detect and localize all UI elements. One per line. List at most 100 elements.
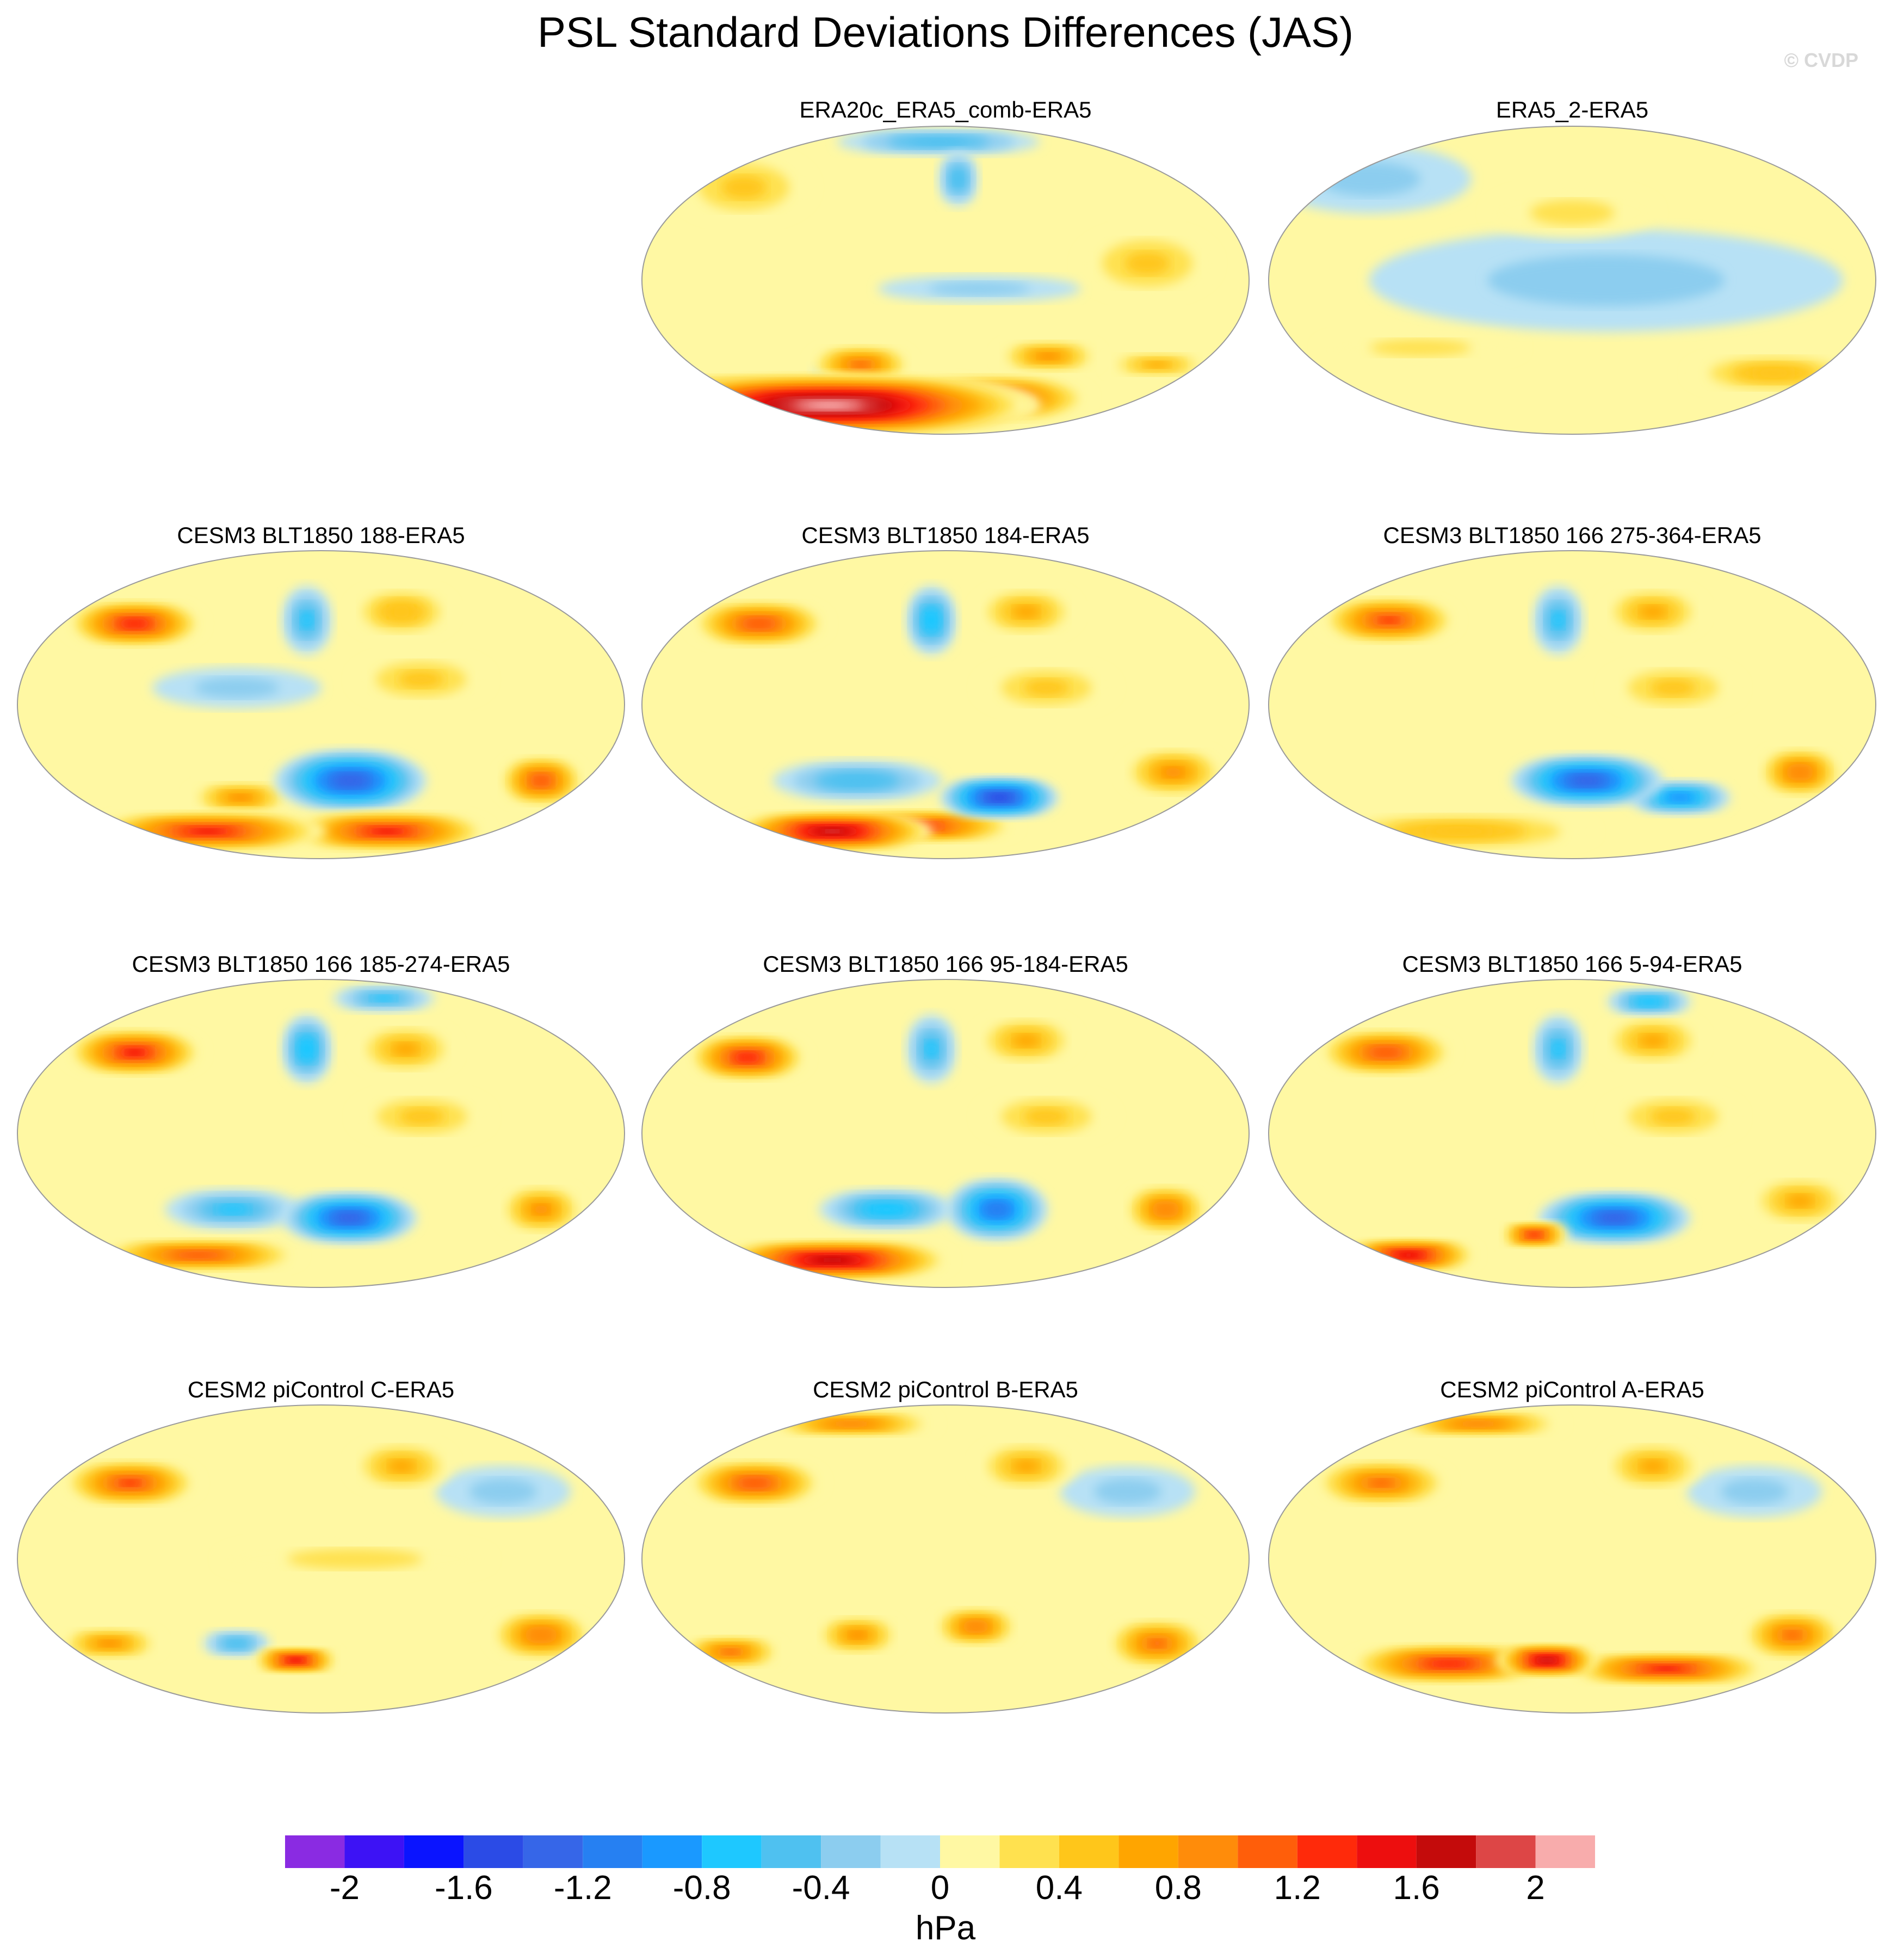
colorbar-tick-label: -1.2 <box>553 1869 612 1907</box>
anomaly-contour <box>1530 200 1615 226</box>
anomaly-contour <box>740 1054 755 1061</box>
map-panel <box>17 1404 625 1714</box>
anomaly-contour <box>1144 361 1170 368</box>
anomaly-contour <box>533 1630 550 1640</box>
anomaly-contour <box>1640 1459 1666 1473</box>
colorbar-box <box>1118 1835 1178 1868</box>
anomaly-contour <box>1369 339 1472 356</box>
anomaly-contour <box>227 1640 245 1647</box>
anomaly-contour <box>230 794 251 802</box>
colorbar-box <box>344 1835 404 1868</box>
panel-title: CESM3 BLT1850 166 185-274-ERA5 <box>132 951 510 977</box>
anomaly-contour <box>1752 368 1795 379</box>
anomaly-contour <box>398 670 444 688</box>
colorbar-tick-label: -1.6 <box>434 1869 493 1907</box>
anomaly-contour <box>535 776 547 785</box>
anomaly-contour <box>745 1480 764 1487</box>
anomaly-contour <box>1158 1205 1173 1214</box>
colorbar-tick-label: 0.4 <box>1035 1869 1083 1907</box>
anomaly-contour <box>533 1204 550 1215</box>
map-outline <box>641 979 1250 1288</box>
anomaly-contour <box>1425 826 1493 837</box>
anomaly-contour <box>341 1215 358 1222</box>
panel-title: CESM2 piControl A-ERA5 <box>1440 1377 1704 1402</box>
anomaly-contour <box>925 1040 938 1058</box>
colorbar-tick-label: 0.8 <box>1154 1869 1202 1907</box>
colorbar-box <box>1357 1835 1417 1868</box>
anomaly-contour <box>1024 679 1070 697</box>
anomaly-contour <box>1013 1459 1039 1473</box>
colorbar-box <box>1535 1835 1595 1868</box>
map-panel <box>1268 550 1876 859</box>
map-panel <box>641 550 1250 859</box>
anomaly-contour <box>1793 768 1807 777</box>
anomaly-contour <box>1552 612 1565 629</box>
anomaly-contour <box>1577 777 1597 784</box>
anomaly-contour <box>928 281 1030 296</box>
panel-title: CESM3 BLT1850 166 275-364-ERA5 <box>1383 522 1762 548</box>
anomaly-contour <box>301 1042 312 1056</box>
anomaly-contour <box>1487 254 1725 306</box>
map-panel <box>17 979 625 1288</box>
anomaly-contour <box>183 1252 213 1258</box>
colorbar-box <box>1178 1835 1238 1868</box>
anomaly-contour <box>126 620 143 627</box>
panel-title: ERA20c_ERA5_comb-ERA5 <box>799 97 1092 122</box>
colorbar-units-label: hPa <box>915 1909 976 1947</box>
panel-title: CESM3 BLT1850 166 5-94-ERA5 <box>1402 951 1742 977</box>
colorbar-box <box>702 1835 762 1868</box>
anomaly-contour <box>291 1659 301 1662</box>
anomaly-contour <box>393 1042 418 1056</box>
anomaly-contour <box>371 995 397 1002</box>
map-panel <box>1268 126 1876 435</box>
anomaly-contour <box>837 1421 866 1426</box>
panel-title: ERA5_2-ERA5 <box>1496 97 1649 122</box>
anomaly-contour <box>852 361 870 368</box>
map-outline <box>1268 550 1876 859</box>
anomaly-contour <box>1552 1040 1565 1058</box>
anomaly-contour <box>968 1623 983 1630</box>
anomaly-contour <box>1401 1253 1417 1257</box>
anomaly-contour <box>193 829 223 834</box>
colorbar-box <box>523 1835 583 1868</box>
map-outline <box>17 1404 625 1714</box>
anomaly-contour <box>1530 1233 1538 1237</box>
anomaly-contour <box>873 1205 900 1214</box>
anomaly-contour <box>99 1640 120 1647</box>
anomaly-contour <box>126 1049 143 1056</box>
colorbar-tick-label: -0.8 <box>672 1869 731 1907</box>
anomaly-contour <box>849 1631 866 1640</box>
panel-title: CESM2 piControl B-ERA5 <box>813 1377 1078 1402</box>
anomaly-contour <box>374 829 400 834</box>
map-panel <box>17 550 625 859</box>
anomaly-contour <box>926 613 937 627</box>
panel-title: CESM3 BLT1850 188-ERA5 <box>177 522 465 548</box>
anomaly-contour <box>1640 605 1666 619</box>
anomaly-contour <box>1013 605 1039 619</box>
anomaly-contour <box>1038 353 1059 360</box>
colorbar-tick-label: 1.2 <box>1274 1869 1321 1907</box>
anomaly-contour <box>194 677 280 698</box>
map-outline <box>641 126 1250 435</box>
anomaly-contour <box>1370 1478 1393 1487</box>
anomaly-contour <box>120 1480 140 1487</box>
anomaly-contour <box>1651 679 1696 697</box>
anomaly-contour <box>1464 1421 1492 1426</box>
map-outline <box>1268 126 1876 435</box>
colorbar-box <box>1297 1835 1357 1868</box>
panel-title: CESM3 BLT1850 184-ERA5 <box>801 522 1090 548</box>
colorbar-box <box>642 1835 702 1868</box>
anomaly-contour <box>215 1204 250 1215</box>
map-outline <box>17 979 625 1288</box>
anomaly-contour <box>1024 1108 1070 1125</box>
colorbar-box <box>761 1835 821 1868</box>
anomaly-contour <box>1653 1666 1679 1671</box>
map-outline <box>1268 979 1876 1288</box>
map-panel <box>641 1404 1250 1714</box>
colorbar-tick-label: -0.4 <box>792 1869 850 1907</box>
colorbar-box <box>880 1835 940 1868</box>
anomaly-contour <box>1319 162 1421 196</box>
map-panel <box>641 979 1250 1288</box>
colorbar-box <box>999 1835 1059 1868</box>
anomaly-contour <box>1784 1630 1801 1640</box>
